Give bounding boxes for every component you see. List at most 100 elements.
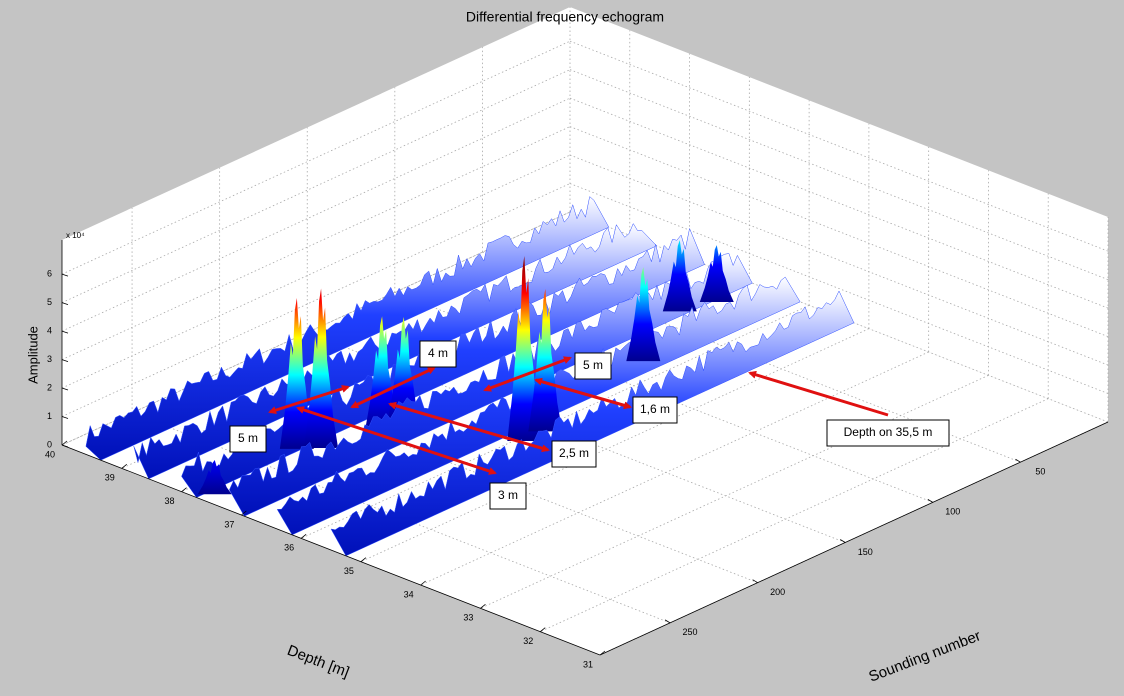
- annotation-label: 5 m: [583, 358, 603, 372]
- grid-line: [61, 211, 571, 446]
- z-exponent: x 10⁴: [66, 231, 85, 240]
- y-tick-label: 33: [463, 613, 473, 623]
- tick-mark: [61, 359, 69, 362]
- y-tick-label: 31: [583, 659, 593, 669]
- annotation-box: [574, 352, 612, 380]
- tick-mark: [61, 387, 69, 391]
- y-tick-label: 38: [165, 496, 175, 506]
- annotation-box: [229, 425, 267, 453]
- grid-line: [61, 126, 571, 360]
- annotation-box: [419, 340, 457, 368]
- tick-mark: [840, 539, 846, 543]
- annotation-label: 3 m: [498, 488, 518, 502]
- grid-line: [360, 328, 870, 563]
- grid-line: [61, 40, 571, 275]
- grid-line: [569, 154, 1109, 366]
- tick-mark: [61, 440, 68, 446]
- tick-mark: [61, 273, 69, 277]
- peak: [507, 255, 542, 442]
- z-tick-label: 5: [47, 297, 52, 307]
- tick-mark: [181, 487, 187, 492]
- z-tick-label: 1: [47, 411, 52, 421]
- peak: [699, 245, 734, 303]
- tick-mark: [480, 604, 486, 609]
- grid-line: [61, 69, 571, 304]
- grid-line: [569, 126, 1109, 337]
- z-tick-label: 0: [47, 439, 52, 449]
- y-axis-label: Depth [m]: [285, 642, 352, 681]
- left-wall: [62, 7, 570, 445]
- y-tick-label: 36: [284, 543, 294, 553]
- grid-line: [300, 304, 810, 539]
- annotation-arrow: [748, 370, 889, 417]
- axis-line: [599, 421, 1109, 656]
- y-tick-label: 40: [45, 449, 55, 459]
- z-tick-label: 3: [47, 354, 52, 364]
- y-tick-label: 35: [344, 566, 354, 576]
- annotations: 5 m 4 m 5 m 1,6 m 2,5 m 3 m Depth on 35,5 m: [229, 340, 950, 510]
- tick-mark: [241, 510, 247, 516]
- tick-mark: [752, 579, 758, 584]
- annotation-arrow: [296, 406, 497, 475]
- y-tick-label: 32: [523, 636, 533, 646]
- tick-mark: [300, 534, 307, 539]
- tick-mark: [539, 627, 546, 632]
- annotation-arrow: [268, 385, 350, 414]
- grid-line: [540, 398, 1049, 633]
- annotation-arrow: [534, 377, 632, 410]
- annotation-arrow: [483, 356, 572, 392]
- grid-line: [61, 154, 571, 389]
- tick-mark: [61, 302, 69, 306]
- z-tick-label: 6: [47, 269, 52, 279]
- annotation-arrow: [350, 366, 436, 409]
- z-tick-label: 2: [47, 382, 52, 392]
- annotation-label: 5 m: [238, 431, 258, 445]
- annotation-box: [632, 396, 678, 424]
- annotation-label: Depth on 35,5 m: [844, 425, 933, 439]
- tick-mark: [664, 619, 671, 624]
- annotation-box: [551, 440, 597, 468]
- grid-line: [569, 40, 1109, 252]
- x-tick-label: 250: [683, 627, 698, 637]
- grid-line: [569, 97, 1109, 309]
- grid-line: [569, 183, 1109, 394]
- y-tick-label: 37: [224, 519, 234, 529]
- tick-mark: [61, 444, 69, 448]
- grid-line: [569, 69, 1109, 281]
- peak: [626, 267, 661, 362]
- peak: [662, 240, 697, 312]
- grid-line: [61, 97, 571, 332]
- tick-mark: [1015, 458, 1021, 463]
- grid-line: [61, 211, 571, 446]
- tick-mark: [61, 330, 69, 334]
- x-tick-label: 50: [1035, 467, 1045, 477]
- tick-mark: [360, 557, 367, 562]
- right-wall: [570, 7, 1108, 422]
- annotation-box: [826, 419, 950, 447]
- grid-line: [420, 351, 929, 586]
- annotation-label: 2,5 m: [559, 446, 589, 460]
- peak: [197, 460, 232, 495]
- x-tick-label: 100: [945, 507, 960, 517]
- z-axis-label: Amplitude: [25, 326, 40, 384]
- z-tick-label: 4: [47, 325, 52, 335]
- tick-mark: [121, 464, 128, 469]
- annotation-label: 4 m: [428, 346, 448, 360]
- x-tick-label: 150: [858, 547, 873, 557]
- annotation-box: [489, 482, 527, 510]
- y-tick-label: 34: [404, 589, 414, 599]
- tick-mark: [420, 580, 426, 586]
- axes: 0123456313233343536373839405010015020025…: [45, 240, 1109, 669]
- ridge: [85, 196, 610, 461]
- axis-line: [61, 444, 601, 656]
- tick-mark: [927, 499, 934, 503]
- tick-mark: [61, 416, 69, 419]
- tick-mark: [599, 650, 606, 656]
- grid-line: [61, 183, 571, 417]
- y-tick-label: 39: [105, 473, 115, 483]
- chart-title: Differential frequency echogram: [466, 9, 664, 25]
- x-tick-label: 200: [770, 587, 785, 597]
- annotation-label: 1,6 m: [640, 402, 670, 416]
- x-axis-label: Sounding number: [866, 627, 983, 685]
